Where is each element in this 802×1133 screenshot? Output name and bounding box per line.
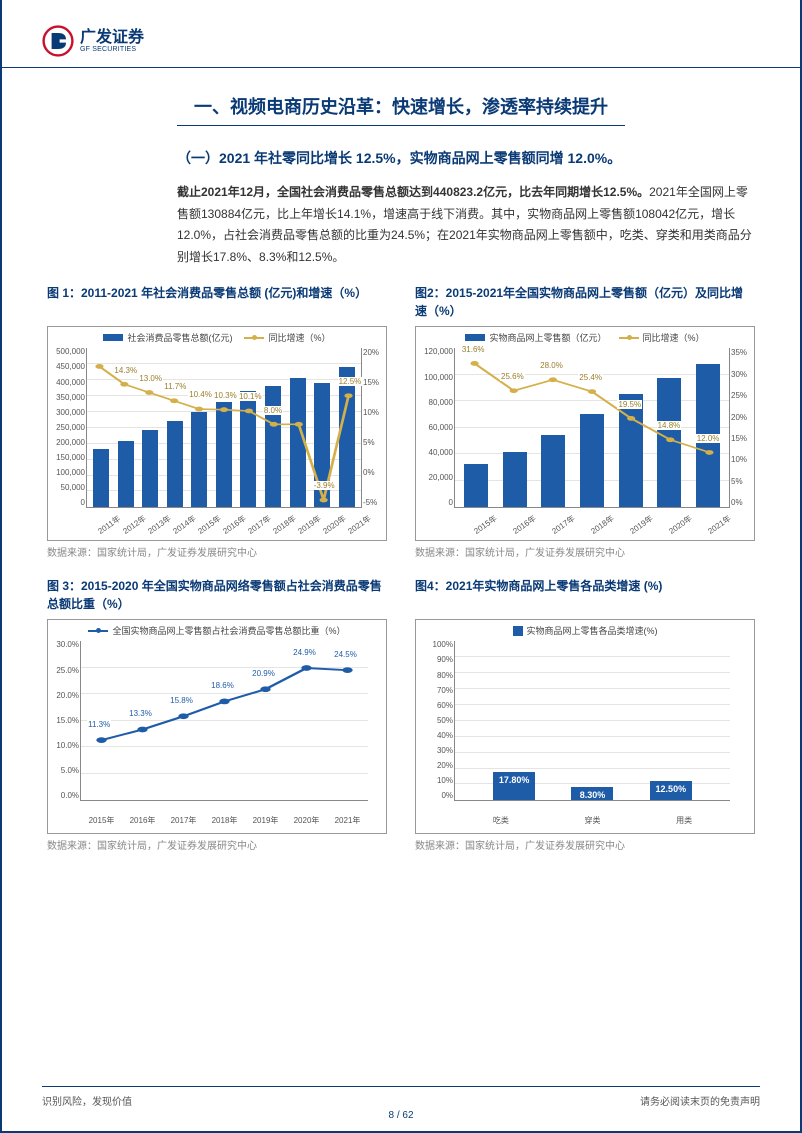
chart-3: 图 3：2015-2020 年全国实物商品网络零售额占社会消费品零售总额比重（%… [47, 577, 387, 852]
page-header: 广发证券 GF SECURITIES [2, 0, 800, 68]
chart-4-title: 图4：2021年实物商品网上零售各品类增速 (%) [415, 577, 755, 613]
chart-3-source: 数据来源：国家统计局，广发证券发展研究中心 [47, 837, 387, 852]
logo-icon [42, 25, 74, 57]
chart-4-box: 实物商品网上零售各品类增速(%) 100%90%80%70%60%50%40%3… [415, 619, 755, 834]
section-title: 一、视频电商历史沿革：快速增长，渗透率持续提升 [177, 93, 625, 126]
chart-2-plot: 120,000100,00080,00060,00040,00020,0000 … [454, 348, 730, 508]
chart-3-legend: 全国实物商品网上零售额占社会消费品零售总额比重（%） [52, 624, 382, 637]
chart-4-plot: 100%90%80%70%60%50%40%30%20%10%0% 17.80%… [454, 641, 730, 801]
footer-left: 识别风险，发现价值 [42, 1093, 132, 1108]
chart-2-legend: 实物商品网上零售额（亿元） 同比增速（%） [420, 331, 750, 344]
chart-4: 图4：2021年实物商品网上零售各品类增速 (%) 实物商品网上零售各品类增速(… [415, 577, 755, 852]
chart-2-source: 数据来源：国家统计局，广发证券发展研究中心 [415, 544, 755, 559]
main-content: 一、视频电商历史沿革：快速增长，渗透率持续提升 （一）2021 年社零同比增长 … [2, 68, 800, 862]
logo-text-en: GF SECURITIES [80, 46, 144, 53]
chart-1-legend: 社会消费品零售总额(亿元) 同比增速（%） [52, 331, 382, 344]
body-paragraph: 截止2021年12月，全国社会消费品零售总额达到440823.2亿元，比去年同期… [177, 182, 755, 268]
chart-3-box: 全国实物商品网上零售额占社会消费品零售总额比重（%） 30.0%25.0%20.… [47, 619, 387, 834]
page-footer: 识别风险，发现价值 请务必阅读末页的免责声明 8 / 62 [2, 1086, 800, 1131]
chart-2-box: 实物商品网上零售额（亿元） 同比增速（%） 120,000100,00080,0… [415, 326, 755, 541]
chart-2-title: 图2：2015-2021年全国实物商品网上零售额（亿元）及同比增速（%） [415, 284, 755, 320]
chart-1-source: 数据来源：国家统计局，广发证券发展研究中心 [47, 544, 387, 559]
chart-4-source: 数据来源：国家统计局，广发证券发展研究中心 [415, 837, 755, 852]
footer-right: 请务必阅读末页的免责声明 [640, 1093, 760, 1108]
chart-1-title: 图 1：2011-2021 年社会消费品零售总额 (亿元)和增速（%） [47, 284, 387, 320]
footer-page: 8 / 62 [2, 1110, 800, 1131]
chart-1: 图 1：2011-2021 年社会消费品零售总额 (亿元)和增速（%） 社会消费… [47, 284, 387, 559]
chart-1-box: 社会消费品零售总额(亿元) 同比增速（%） 500,000450,000400,… [47, 326, 387, 541]
company-logo: 广发证券 GF SECURITIES [42, 25, 144, 57]
chart-3-plot: 30.0%25.0%20.0%15.0%10.0%5.0%0.0% 2015年2… [80, 641, 368, 801]
chart-3-title: 图 3：2015-2020 年全国实物商品网络零售额占社会消费品零售总额比重（%… [47, 577, 387, 613]
chart-1-plot: 500,000450,000400,000350,000300,000250,0… [86, 348, 362, 508]
charts-grid: 图 1：2011-2021 年社会消费品零售总额 (亿元)和增速（%） 社会消费… [47, 284, 755, 852]
chart-4-legend: 实物商品网上零售各品类增速(%) [420, 624, 750, 637]
chart-2: 图2：2015-2021年全国实物商品网上零售额（亿元）及同比增速（%） 实物商… [415, 284, 755, 559]
body-bold: 截止2021年12月，全国社会消费品零售总额达到440823.2亿元，比去年同期… [177, 185, 649, 199]
subsection-title: （一）2021 年社零同比增长 12.5%，实物商品网上零售额同增 12.0%。 [177, 148, 755, 168]
logo-text-cn: 广发证券 [80, 30, 144, 46]
